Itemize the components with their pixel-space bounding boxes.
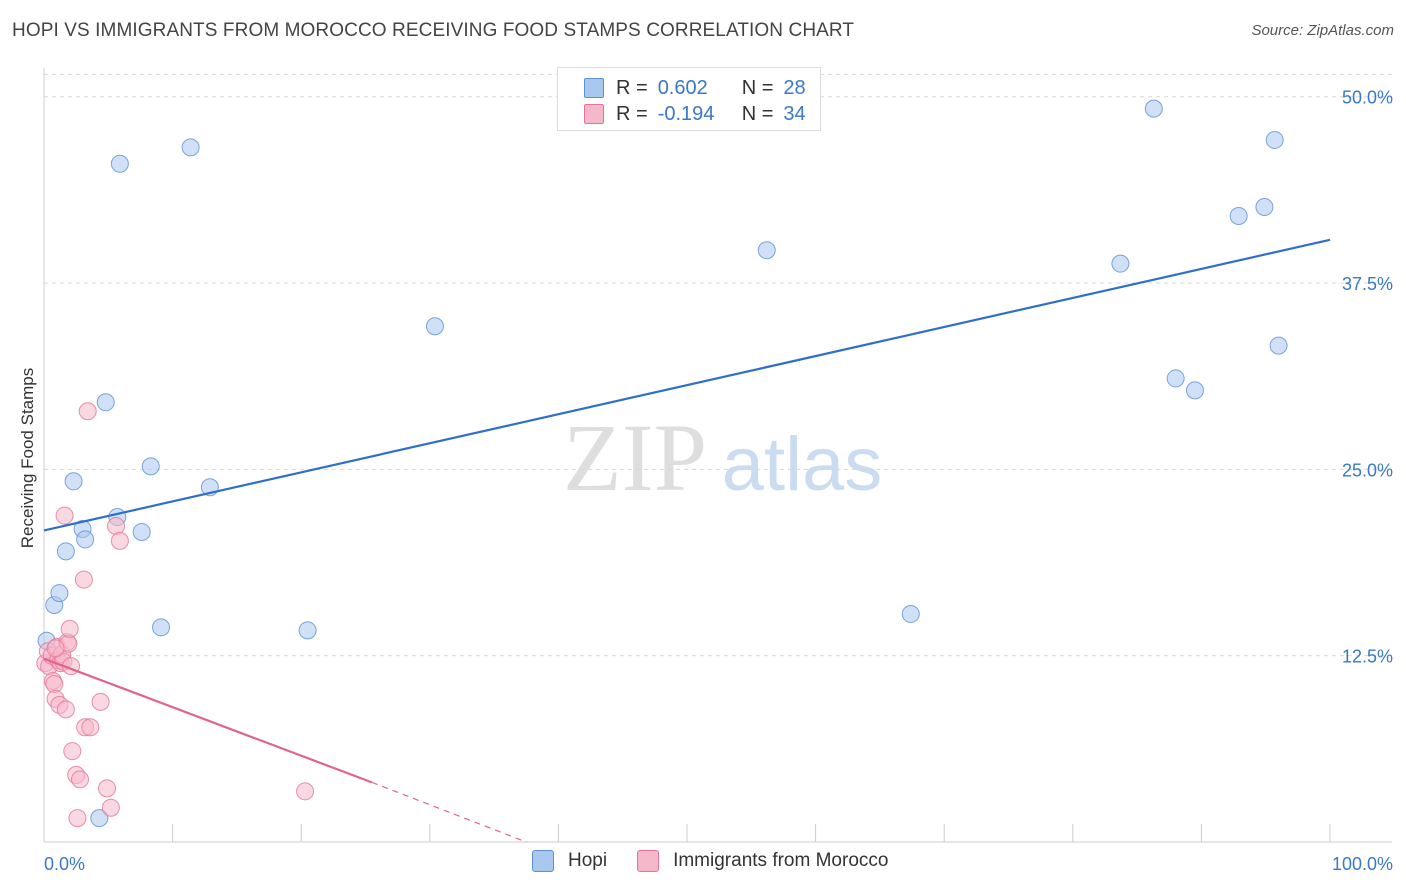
hopi-point: [76, 530, 95, 549]
hopi-point: [141, 457, 160, 476]
y-tick-label: 25.0%: [1342, 460, 1393, 480]
morocco-point: [71, 770, 90, 789]
morocco-swatch: [637, 850, 660, 872]
morocco-point: [74, 570, 93, 589]
morocco-point: [78, 402, 97, 421]
morocco-point: [81, 718, 100, 737]
morocco-point: [46, 639, 65, 658]
hopi-point: [1144, 99, 1163, 118]
hopi-point: [1265, 130, 1284, 149]
n-value: 34: [783, 102, 806, 125]
n-label: N =: [741, 76, 774, 99]
legend-row-morocco: R = -0.194 N = 34: [584, 102, 806, 126]
r-label: R =: [616, 102, 648, 125]
hopi-point: [1166, 369, 1185, 388]
morocco-point: [91, 692, 110, 711]
y-tick-label: 50.0%: [1342, 88, 1393, 108]
morocco-point: [63, 742, 82, 761]
chart-title: HOPI VS IMMIGRANTS FROM MOROCCO RECEIVIN…: [12, 20, 855, 41]
hopi-point: [1185, 381, 1204, 400]
r-label: R =: [616, 76, 648, 99]
morocco-point: [296, 782, 315, 801]
hopi-point: [901, 604, 920, 623]
hopi-point: [757, 241, 776, 260]
morocco-point: [110, 531, 129, 550]
hopi-point: [181, 138, 200, 157]
hopi-point: [1255, 198, 1274, 217]
y-tick-label: 37.5%: [1342, 274, 1393, 294]
series-legend: Hopi Immigrants from Morocco: [532, 850, 918, 872]
n-value: 28: [783, 76, 806, 99]
hopi-point: [298, 621, 317, 640]
legend-item-morocco: Immigrants from Morocco: [637, 850, 888, 872]
morocco-point: [60, 619, 79, 638]
correlation-legend: R = 0.602 N = 28 R = -0.194 N = 34: [557, 67, 821, 131]
morocco-point: [98, 779, 117, 798]
morocco-point: [107, 517, 126, 535]
r-value: -0.194: [657, 102, 715, 125]
n-label: N =: [741, 102, 774, 125]
hopi-point: [50, 584, 69, 603]
hopi-trend-line: [43, 238, 1331, 532]
x-tick-label: 0.0%: [44, 854, 85, 874]
x-tick-label: 100.0%: [1332, 854, 1393, 874]
morocco-trend-line: [43, 657, 373, 784]
morocco-point: [45, 675, 64, 693]
hopi-point: [90, 809, 109, 828]
morocco-point: [101, 798, 120, 817]
hopi-point: [96, 393, 115, 412]
morocco-point: [55, 506, 74, 525]
legend-label: Immigrants from Morocco: [673, 850, 889, 871]
r-value: 0.602: [657, 76, 708, 99]
hopi-swatch: [532, 850, 554, 872]
legend-item-hopi: Hopi: [532, 850, 607, 872]
source-credit: Source: ZipAtlas.com: [1251, 22, 1394, 39]
morocco-trend-extension: [371, 781, 527, 843]
watermark-zip: ZIP: [563, 404, 707, 511]
legend-label: Hopi: [568, 850, 608, 871]
hopi-point: [132, 522, 151, 541]
morocco-swatch: [584, 104, 604, 124]
hopi-point: [1229, 206, 1248, 225]
hopi-point: [56, 542, 75, 561]
hopi-point: [425, 317, 444, 336]
hopi-point: [1111, 254, 1130, 273]
hopi-swatch: [584, 78, 604, 98]
morocco-point: [56, 700, 75, 719]
hopi-point: [64, 472, 83, 491]
y-tick-label: 12.5%: [1342, 647, 1393, 667]
y-axis-label: Receiving Food Stamps: [18, 367, 37, 549]
legend-row-hopi: R = 0.602 N = 28: [584, 76, 806, 100]
watermark-atlas: atlas: [722, 422, 883, 507]
hopi-point: [110, 154, 129, 173]
morocco-point: [68, 809, 87, 828]
hopi-point: [152, 618, 171, 637]
hopi-point: [1269, 336, 1288, 355]
